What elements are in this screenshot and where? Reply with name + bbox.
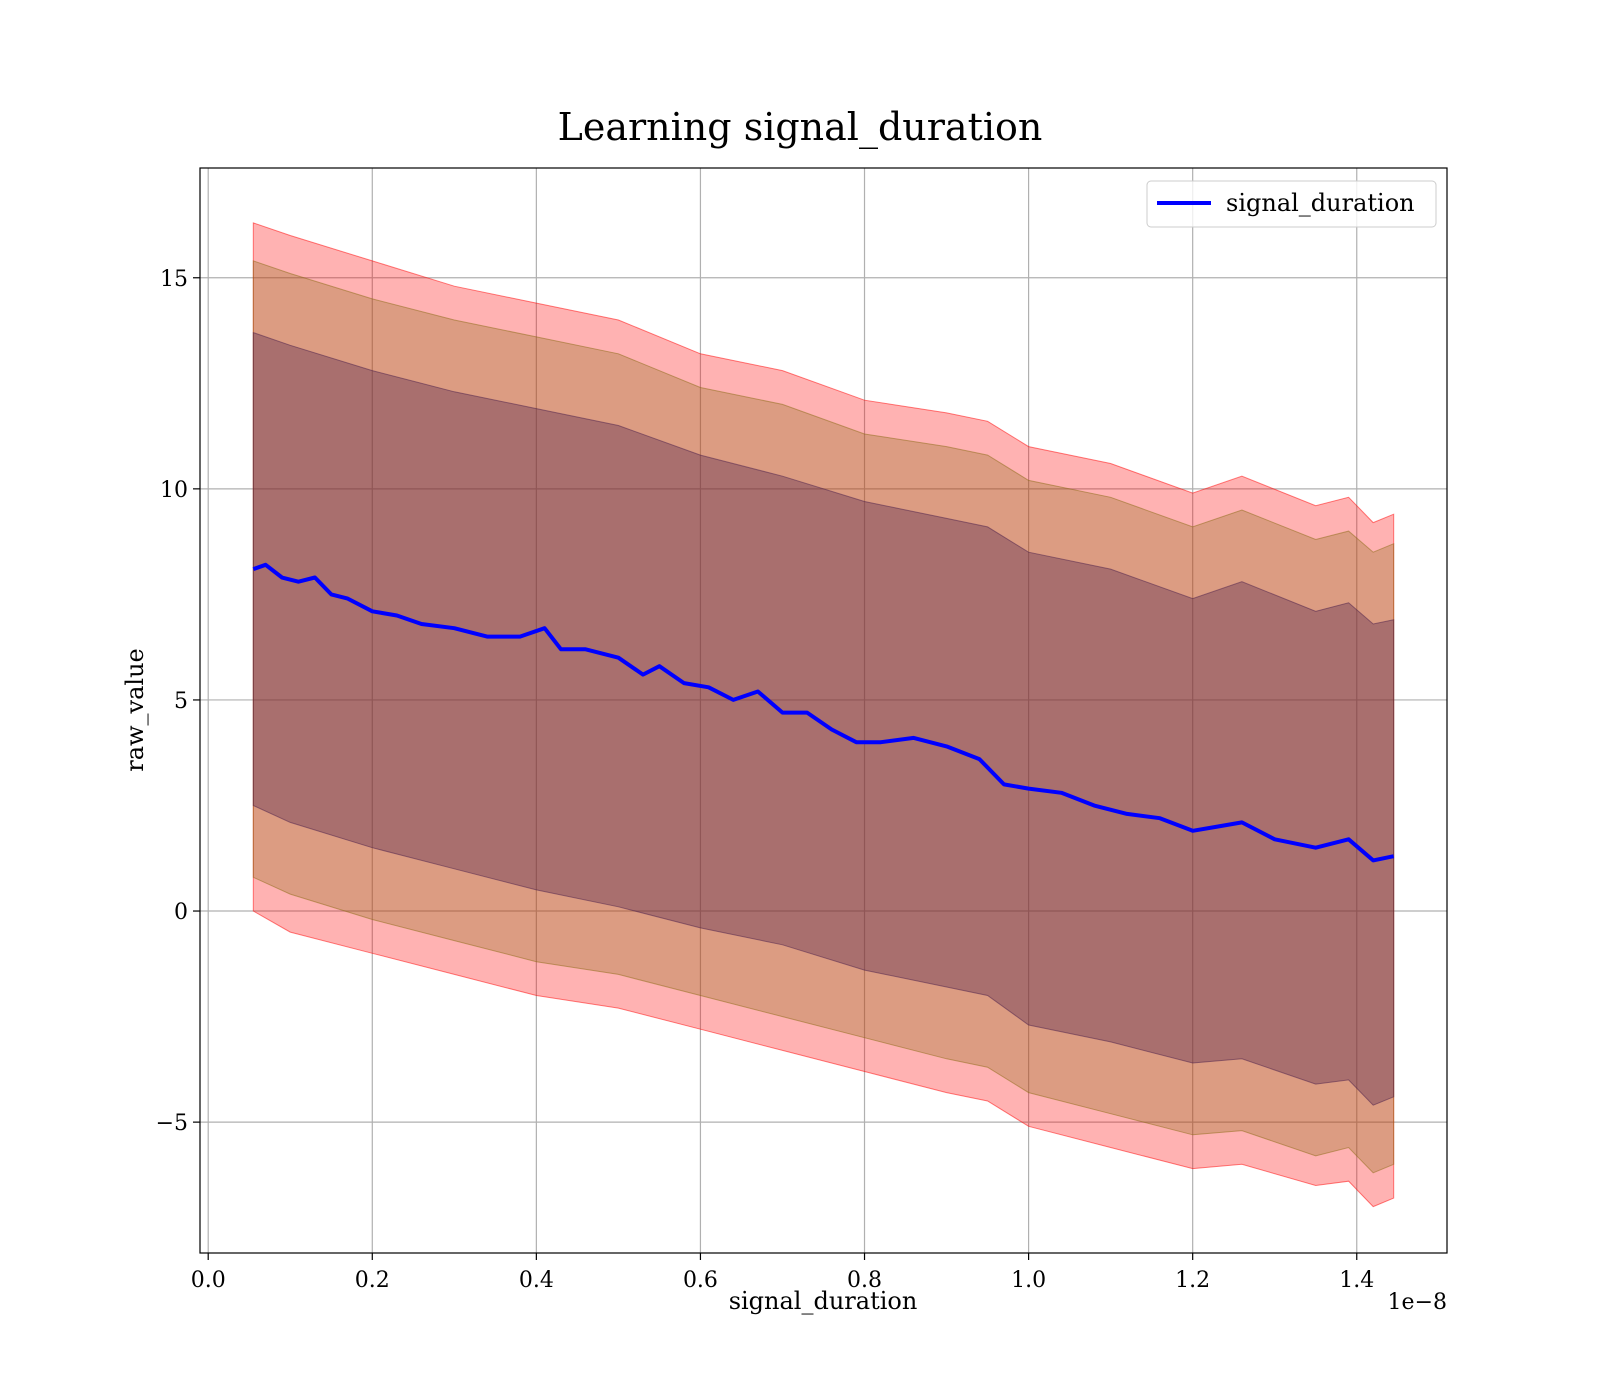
x-axis-label: signal_duration bbox=[729, 1287, 918, 1315]
axis-ticks: 0.0 0.2 0.4 0.6 0.8 1.0 1.2 1.4 −5 0 5 10 15 bbox=[156, 267, 1375, 1293]
x-tick-label: 0.6 bbox=[683, 1268, 718, 1293]
confidence-band-1 bbox=[252, 222, 1395, 1208]
x-tick-label: 0.4 bbox=[519, 1268, 554, 1293]
y-tick-label: 15 bbox=[160, 267, 188, 292]
confidence-band-2 bbox=[252, 260, 1395, 1174]
y-tick-label: 10 bbox=[160, 478, 188, 503]
series-lines bbox=[252, 562, 1395, 863]
confidence-bands bbox=[252, 222, 1395, 1208]
series-line-signal-duration bbox=[252, 562, 1395, 863]
legend-box bbox=[1146, 180, 1437, 228]
plot-frame bbox=[199, 167, 1448, 1254]
y-tick-label: −5 bbox=[156, 1111, 188, 1136]
y-tick-label: 5 bbox=[174, 689, 188, 714]
legend: signal_duration bbox=[1146, 180, 1437, 228]
y-tick-label: 0 bbox=[174, 900, 188, 925]
x-tick-label: 0.8 bbox=[847, 1268, 882, 1293]
x-tick-label: 1.0 bbox=[1011, 1268, 1046, 1293]
x-tick-label: 0.0 bbox=[191, 1268, 226, 1293]
legend-entry-signal-duration: signal_duration bbox=[1226, 189, 1415, 217]
confidence-band-3 bbox=[252, 331, 1395, 1106]
x-tick-label: 1.2 bbox=[1175, 1268, 1210, 1293]
grid bbox=[200, 168, 1447, 1253]
x-tick-label: 1.4 bbox=[1339, 1268, 1374, 1293]
chart-title: Learning signal_duration bbox=[558, 105, 1043, 150]
y-axis-label: raw_value bbox=[121, 648, 149, 772]
x-tick-label: 0.2 bbox=[355, 1268, 390, 1293]
x-axis-offset-label: 1e−8 bbox=[1388, 1290, 1447, 1315]
